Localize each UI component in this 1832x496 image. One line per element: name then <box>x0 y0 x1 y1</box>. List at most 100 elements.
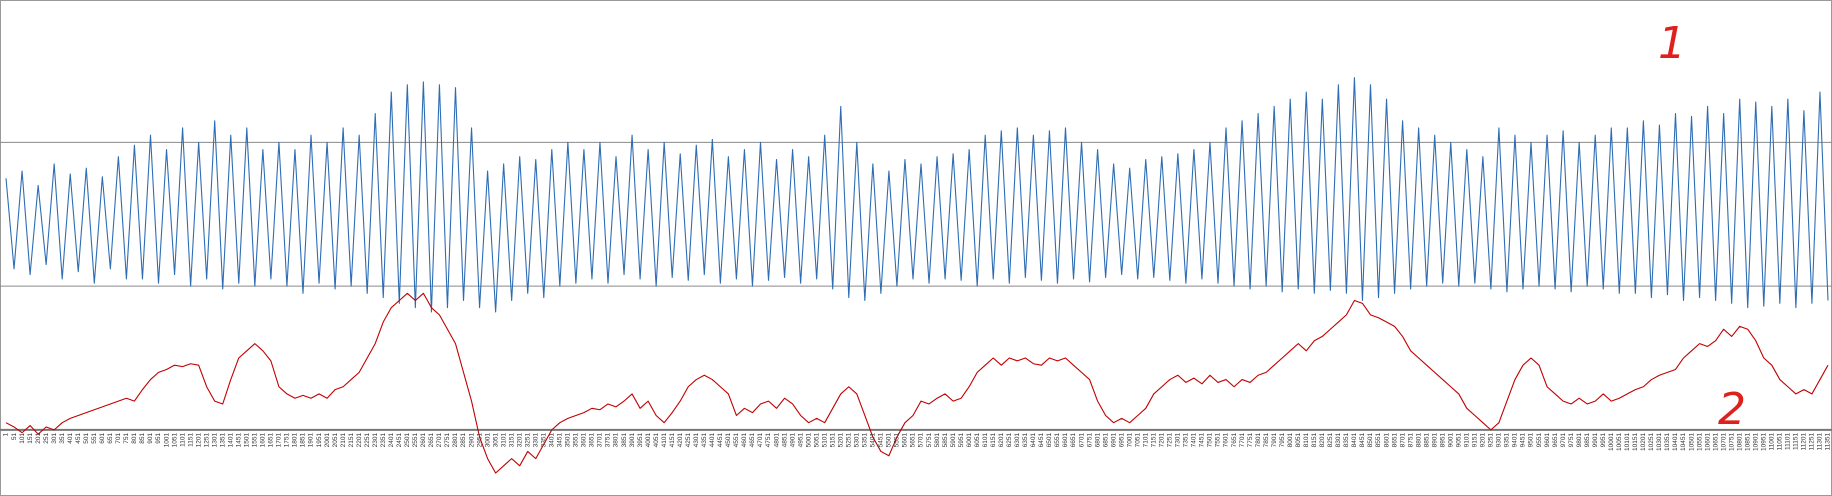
x-tick-label: 7801 <box>1255 432 1262 447</box>
x-tick-label: 8701 <box>1399 432 1406 447</box>
x-tick-label: 10301 <box>1656 432 1663 450</box>
x-tick-label: 4651 <box>749 432 756 447</box>
x-tick-label: 8001 <box>1287 432 1294 447</box>
x-tick-label: 1051 <box>171 432 178 447</box>
x-tick-label: 6451 <box>1038 432 1045 447</box>
x-tick-label: 251 <box>43 432 50 443</box>
x-tick-label: 10651 <box>1712 432 1719 450</box>
x-tick-label: 3501 <box>565 432 572 447</box>
x-tick-label: 1601 <box>260 432 267 447</box>
x-tick-label: 7651 <box>1231 432 1238 447</box>
x-tick-label: 9251 <box>1488 432 1495 447</box>
x-tick-label: 1901 <box>308 432 315 447</box>
x-tick-label: 7051 <box>1134 432 1141 447</box>
x-tick-label: 1101 <box>179 432 186 446</box>
x-tick-label: 9101 <box>1464 432 1471 447</box>
x-tick-label: 7451 <box>1199 432 1206 447</box>
x-tick-label: 5251 <box>845 432 852 447</box>
x-tick-label: 951 <box>155 432 162 443</box>
x-tick-label: 5001 <box>805 432 812 447</box>
x-tick-label: 4201 <box>677 432 684 447</box>
x-tick-label: 4701 <box>757 432 764 447</box>
x-tick-label: 4301 <box>693 432 700 447</box>
x-tick-label: 751 <box>123 432 130 443</box>
x-tick-label: 10551 <box>1696 432 1703 450</box>
x-tick-label: 10351 <box>1664 432 1671 450</box>
x-tick-label: 9801 <box>1576 432 1583 447</box>
x-tick-label: 701 <box>115 432 122 443</box>
x-tick-label: 9051 <box>1455 432 1462 447</box>
x-tick-label: 10501 <box>1688 432 1695 450</box>
x-tick-label: 7201 <box>1159 432 1166 447</box>
x-tick-label: 5801 <box>934 432 941 447</box>
x-tick-label: 1701 <box>276 432 283 447</box>
x-tick-label: 4101 <box>661 432 668 447</box>
x-tick-label: 5601 <box>902 432 909 447</box>
x-tick-label: 3751 <box>605 432 612 447</box>
x-tick-label: 1551 <box>252 432 259 447</box>
x-tick-label: 6651 <box>1070 432 1077 447</box>
x-tick-label: 851 <box>139 432 146 443</box>
x-tick-label: 151 <box>27 432 34 443</box>
x-tick-label: 9901 <box>1592 432 1599 447</box>
x-tick-label: 8351 <box>1343 432 1350 447</box>
x-tick-label: 3251 <box>524 432 531 447</box>
x-tick-label: 7901 <box>1271 432 1278 447</box>
annotation: 1 <box>1658 18 1686 69</box>
x-tick-label: 4851 <box>781 432 788 447</box>
x-tick-label: 5651 <box>910 432 917 447</box>
x-tick-label: 3351 <box>540 432 547 447</box>
x-tick-label: 2451 <box>396 432 403 447</box>
x-tick-label: 4551 <box>733 432 740 447</box>
x-tick-label: 7551 <box>1215 432 1222 447</box>
x-tick-label: 6601 <box>1062 432 1069 447</box>
x-tick-label: 5451 <box>878 432 885 447</box>
x-tick-label: 5151 <box>829 432 836 447</box>
x-tick-label: 51 <box>11 432 18 440</box>
x-tick-label: 9501 <box>1528 432 1535 447</box>
x-tick-label: 6051 <box>974 432 981 447</box>
x-tick-label: 5851 <box>942 432 949 447</box>
x-tick-label: 1851 <box>300 432 307 447</box>
x-tick-label: 9851 <box>1584 432 1591 447</box>
x-tick-label: 1151 <box>187 432 194 446</box>
x-tick-label: 6801 <box>1094 432 1101 447</box>
x-tick-label: 11151 <box>1793 432 1800 449</box>
x-tick-label: 3151 <box>508 432 515 447</box>
x-tick-label: 3101 <box>500 432 507 447</box>
x-tick-label: 3951 <box>637 432 644 447</box>
x-tick-label: 4051 <box>653 432 660 447</box>
x-tick-label: 6301 <box>1014 432 1021 447</box>
x-tick-label: 6401 <box>1030 432 1037 447</box>
x-tick-label: 1401 <box>227 432 234 447</box>
x-tick-label: 2351 <box>380 432 387 447</box>
annotation: 2 <box>1718 384 1746 435</box>
x-tick-label: 7501 <box>1207 432 1214 447</box>
x-tick-label: 3051 <box>492 432 499 447</box>
x-tick-label: 8251 <box>1327 432 1334 447</box>
x-tick-label: 10401 <box>1672 432 1679 450</box>
x-tick-label: 2901 <box>468 432 475 447</box>
x-tick-label: 8301 <box>1335 432 1342 447</box>
x-tick-label: 11251 <box>1809 432 1816 450</box>
x-tick-label: 8501 <box>1367 432 1374 447</box>
x-tick-label: 1251 <box>203 432 210 447</box>
x-tick-label: 8901 <box>1431 432 1438 447</box>
x-tick-label: 10001 <box>1608 432 1615 450</box>
x-tick-label: 3301 <box>532 432 539 447</box>
x-tick-label: 3401 <box>549 432 556 447</box>
x-tick-label: 5101 <box>821 432 828 447</box>
x-tick-label: 9301 <box>1496 432 1503 447</box>
x-axis-labels: 1 51 101 151 201 251 301 351 401 451 501 551 601 651 7… <box>3 432 1832 450</box>
x-tick-label: 6901 <box>1110 432 1117 447</box>
x-tick-label: 9651 <box>1552 432 1559 447</box>
x-tick-label: 2301 <box>372 432 379 447</box>
x-tick-label: 10701 <box>1720 432 1727 450</box>
x-tick-label: 801 <box>131 432 138 443</box>
x-tick-label: 8451 <box>1359 432 1366 447</box>
x-tick-label: 10801 <box>1736 432 1743 450</box>
x-tick-label: 4401 <box>709 432 716 447</box>
x-tick-label: 5501 <box>886 432 893 447</box>
x-tick-label: 10151 <box>1632 432 1639 450</box>
